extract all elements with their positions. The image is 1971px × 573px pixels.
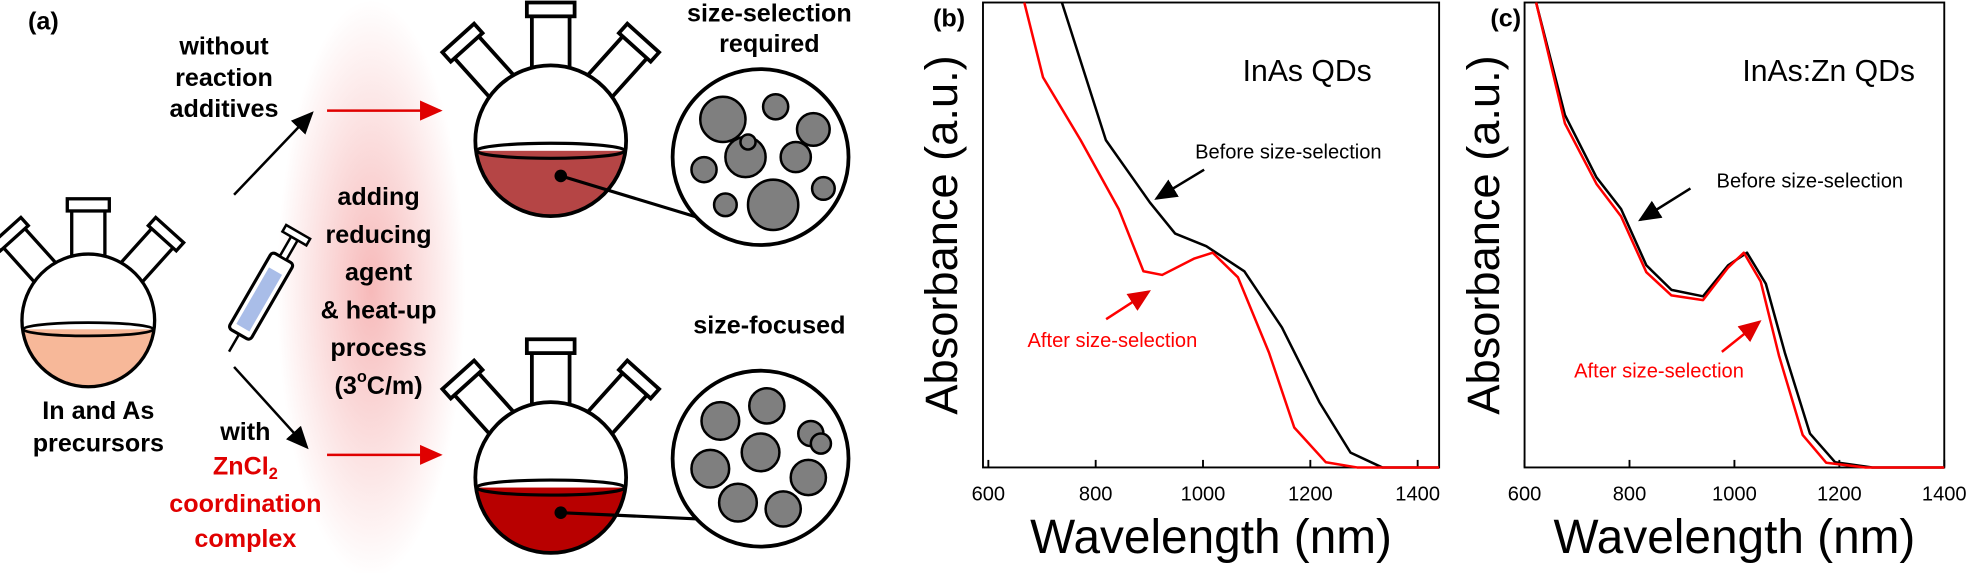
annotation-arrow (1105, 290, 1151, 321)
arrow (233, 111, 314, 196)
label: size-focused (693, 311, 845, 339)
label: adding (337, 183, 419, 211)
label: & heat-up (321, 296, 437, 324)
x-tick-label: 1400 (1395, 483, 1440, 505)
lip (0, 215, 31, 254)
particle (748, 387, 786, 425)
annotation-arrow (1154, 168, 1205, 200)
label: complex (194, 525, 296, 553)
arrow (233, 366, 309, 450)
connector (560, 511, 698, 521)
label: reducing (326, 221, 432, 249)
lip (524, 337, 577, 355)
lip (145, 215, 187, 254)
particle (789, 458, 828, 497)
particle (690, 448, 731, 489)
label: with (219, 418, 270, 446)
label: required (719, 30, 820, 58)
plot-frame (982, 1, 1441, 469)
label: without (178, 32, 269, 60)
label: precursors (33, 429, 164, 457)
particle (739, 133, 757, 151)
panel-label: (c) (1490, 5, 1521, 33)
flask (439, 337, 662, 555)
lip (65, 197, 111, 213)
particle (779, 140, 813, 174)
annotation: After size-selection (1028, 330, 1198, 352)
panel-label: (b) (933, 5, 965, 33)
particle (717, 482, 759, 523)
x-tick-label: 1400 (1922, 483, 1967, 505)
label-part: C/m) (367, 372, 423, 400)
particle (740, 432, 781, 473)
label: (3oC/m) (334, 369, 422, 400)
label: additives (170, 95, 279, 123)
x-axis-label: Wavelength (nm) (1030, 511, 1392, 564)
label-part: o (357, 369, 367, 387)
particle (712, 192, 738, 218)
x-tick-label: 600 (972, 483, 1006, 505)
connector (560, 174, 699, 219)
particle (700, 400, 741, 442)
annotation-arrow (1638, 187, 1692, 222)
x-tick-label: 800 (1079, 483, 1113, 505)
annotation-arrow (1721, 320, 1762, 353)
label: agent (345, 259, 413, 287)
x-axis-label: Wavelength (nm) (1554, 511, 1916, 564)
particle (809, 432, 833, 455)
label: size-selection (687, 0, 852, 28)
x-tick-label: 1000 (1712, 483, 1757, 505)
label-part: (3 (334, 372, 356, 400)
particle (699, 95, 747, 144)
series-line (1060, 2, 1440, 469)
flask-outline (20, 252, 157, 389)
heat-glow (276, 0, 466, 573)
series-line (1534, 2, 1945, 469)
lip (616, 21, 662, 65)
label-part: 2 (269, 465, 278, 483)
label: ZnCl2 (213, 452, 278, 483)
lip (616, 357, 662, 402)
particle (690, 155, 718, 184)
label: process (330, 334, 426, 362)
flask (0, 197, 187, 389)
flask-outline (473, 400, 629, 555)
x-tick-label: 1200 (1288, 483, 1333, 505)
panel-label: (a) (28, 7, 59, 35)
label: In and As (42, 397, 154, 425)
chart-title: InAs:Zn QDs (1742, 55, 1915, 88)
annotation: Before size-selection (1195, 142, 1382, 164)
x-tick-label: 800 (1613, 483, 1647, 505)
x-tick-label: 1200 (1817, 483, 1862, 505)
y-axis-label: Absorbance (a.u.) (1458, 55, 1509, 414)
series-line (1534, 2, 1945, 469)
particle (795, 111, 831, 148)
flask-outline (473, 63, 629, 219)
label-part: ZnCl (213, 452, 269, 480)
syringe (227, 223, 312, 353)
y-axis-label: Absorbance (a.u.) (916, 55, 967, 414)
annotation: After size-selection (1574, 360, 1744, 382)
annotation: Before size-selection (1717, 171, 1904, 193)
particle (810, 175, 836, 202)
schematic (0, 0, 851, 555)
chart-title: InAs QDs (1243, 55, 1372, 88)
flask (439, 0, 662, 219)
series-line (1023, 2, 1440, 469)
x-tick-label: 600 (1508, 483, 1542, 505)
particle (746, 178, 800, 232)
particle (761, 92, 790, 121)
lip (524, 0, 577, 19)
x-tick-label: 1000 (1181, 483, 1226, 505)
label: reaction (175, 64, 273, 92)
lip (439, 21, 486, 65)
particle (764, 490, 803, 528)
label: coordination (169, 490, 321, 518)
lip (439, 357, 486, 402)
